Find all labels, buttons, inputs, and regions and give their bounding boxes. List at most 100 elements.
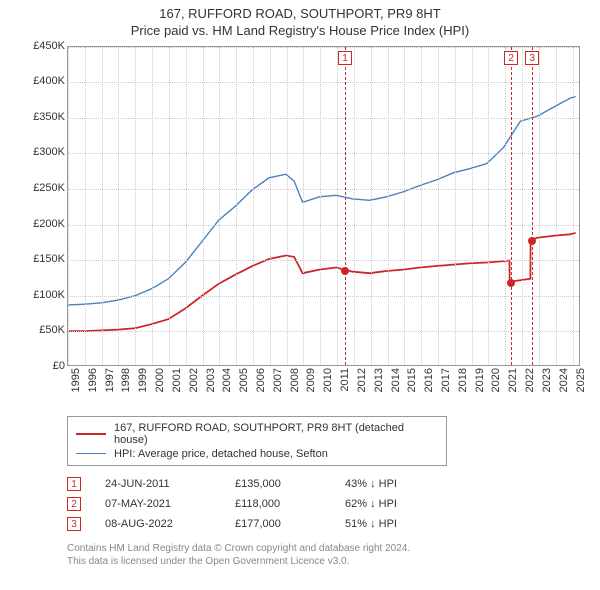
x-tick-label: 1998: [120, 368, 132, 392]
x-tick-label: 1996: [87, 368, 99, 392]
gridline-horizontal: [68, 296, 579, 297]
x-tick-label: 2002: [188, 368, 200, 392]
sales-row-diff: 43% ↓ HPI: [345, 478, 397, 490]
x-tick-label: 1999: [137, 368, 149, 392]
sale-data-point: [528, 237, 536, 245]
x-tick-label: 2011: [339, 368, 351, 392]
gridline-vertical: [522, 47, 523, 365]
x-tick-label: 2005: [238, 368, 250, 392]
y-tick-label: £350K: [33, 111, 65, 123]
x-tick-label: 2022: [524, 368, 536, 392]
gridline-vertical: [85, 47, 86, 365]
y-tick-label: £250K: [33, 182, 65, 194]
chart-title: 167, RUFFORD ROAD, SOUTHPORT, PR9 8HT: [10, 6, 590, 23]
gridline-vertical: [505, 47, 506, 365]
gridline-horizontal: [68, 225, 579, 226]
gridline-vertical: [337, 47, 338, 365]
chart-area: £0£50K£100K£150K£200K£250K£300K£350K£400…: [20, 46, 580, 406]
gridline-vertical: [556, 47, 557, 365]
gridline-horizontal: [68, 47, 579, 48]
x-tick-label: 2024: [558, 368, 570, 392]
sales-row-price: £118,000: [235, 498, 345, 510]
x-tick-label: 2021: [507, 368, 519, 392]
y-tick-label: £150K: [33, 253, 65, 265]
gridline-vertical: [488, 47, 489, 365]
gridline-vertical: [320, 47, 321, 365]
gridline-vertical: [404, 47, 405, 365]
x-tick-label: 2020: [490, 368, 502, 392]
gridline-horizontal: [68, 118, 579, 119]
y-tick-label: £300K: [33, 146, 65, 158]
sales-row-marker: 3: [67, 517, 81, 531]
footer-line-1: Contains HM Land Registry data © Crown c…: [67, 542, 590, 556]
gridline-horizontal: [68, 189, 579, 190]
sale-vertical-line: [345, 47, 346, 365]
gridline-vertical: [388, 47, 389, 365]
x-tick-label: 2019: [474, 368, 486, 392]
sales-row-date: 08-AUG-2022: [105, 518, 235, 530]
sale-vertical-line: [511, 47, 512, 365]
sales-row: 124-JUN-2011£135,00043% ↓ HPI: [67, 474, 590, 494]
chart-container: 167, RUFFORD ROAD, SOUTHPORT, PR9 8HT Pr…: [0, 0, 600, 590]
x-tick-label: 2014: [390, 368, 402, 392]
gridline-vertical: [573, 47, 574, 365]
sales-row: 308-AUG-2022£177,00051% ↓ HPI: [67, 514, 590, 534]
x-tick-label: 2012: [356, 368, 368, 392]
gridline-vertical: [186, 47, 187, 365]
gridline-vertical: [472, 47, 473, 365]
x-axis: 1995 1996 1997 1998 1999 2000 2001 2002 2003 2004…: [67, 368, 580, 406]
sales-row-price: £177,000: [235, 518, 345, 530]
x-tick-label: 2013: [373, 368, 385, 392]
sale-data-point: [507, 279, 515, 287]
legend-label-hpi: HPI: Average price, detached house, Seft…: [114, 448, 328, 460]
legend-label-property: 167, RUFFORD ROAD, SOUTHPORT, PR9 8HT (d…: [114, 422, 438, 446]
chart-lines-svg: [68, 47, 579, 365]
x-tick-label: 1997: [104, 368, 116, 392]
gridline-vertical: [102, 47, 103, 365]
line-hpi: [68, 96, 576, 304]
gridline-vertical: [455, 47, 456, 365]
x-tick-label: 2006: [255, 368, 267, 392]
gridline-vertical: [303, 47, 304, 365]
legend-item-property: 167, RUFFORD ROAD, SOUTHPORT, PR9 8HT (d…: [76, 421, 438, 447]
gridline-vertical: [253, 47, 254, 365]
gridline-vertical: [421, 47, 422, 365]
legend-swatch-hpi: [76, 453, 106, 454]
legend-item-hpi: HPI: Average price, detached house, Seft…: [76, 447, 438, 461]
y-tick-label: £100K: [33, 289, 65, 301]
sale-marker-box: 1: [338, 51, 352, 65]
x-tick-label: 2017: [440, 368, 452, 392]
x-tick-label: 2018: [457, 368, 469, 392]
x-tick-label: 2001: [171, 368, 183, 392]
sale-vertical-line: [532, 47, 533, 365]
sales-row-marker: 2: [67, 497, 81, 511]
x-tick-label: 2010: [322, 368, 334, 392]
gridline-horizontal: [68, 260, 579, 261]
x-tick-label: 2009: [305, 368, 317, 392]
gridline-vertical: [118, 47, 119, 365]
sales-row: 2 07-MAY-2021£118,00062% ↓ HPI: [67, 494, 590, 514]
gridline-vertical: [219, 47, 220, 365]
sales-row-date: 24-JUN-2011: [105, 478, 235, 490]
y-tick-label: £50K: [39, 324, 65, 336]
x-tick-label: 1995: [70, 368, 82, 392]
gridline-vertical: [169, 47, 170, 365]
y-tick-label: £400K: [33, 75, 65, 87]
sales-row-diff: 62% ↓ HPI: [345, 498, 397, 510]
x-tick-label: 2023: [541, 368, 553, 392]
y-axis: £0£50K£100K£150K£200K£250K£300K£350K£400…: [20, 46, 67, 366]
sales-row-price: £135,000: [235, 478, 345, 490]
gridline-vertical: [539, 47, 540, 365]
gridline-vertical: [354, 47, 355, 365]
x-tick-label: 2015: [406, 368, 418, 392]
gridline-vertical: [135, 47, 136, 365]
sales-row-date: 07-MAY-2021: [105, 498, 235, 510]
gridline-vertical: [203, 47, 204, 365]
x-tick-label: 2000: [154, 368, 166, 392]
gridline-vertical: [438, 47, 439, 365]
x-tick-label: 2016: [423, 368, 435, 392]
gridline-vertical: [236, 47, 237, 365]
x-tick-label: 2004: [221, 368, 233, 392]
y-tick-label: £450K: [33, 40, 65, 52]
x-tick-label: 2003: [205, 368, 217, 392]
